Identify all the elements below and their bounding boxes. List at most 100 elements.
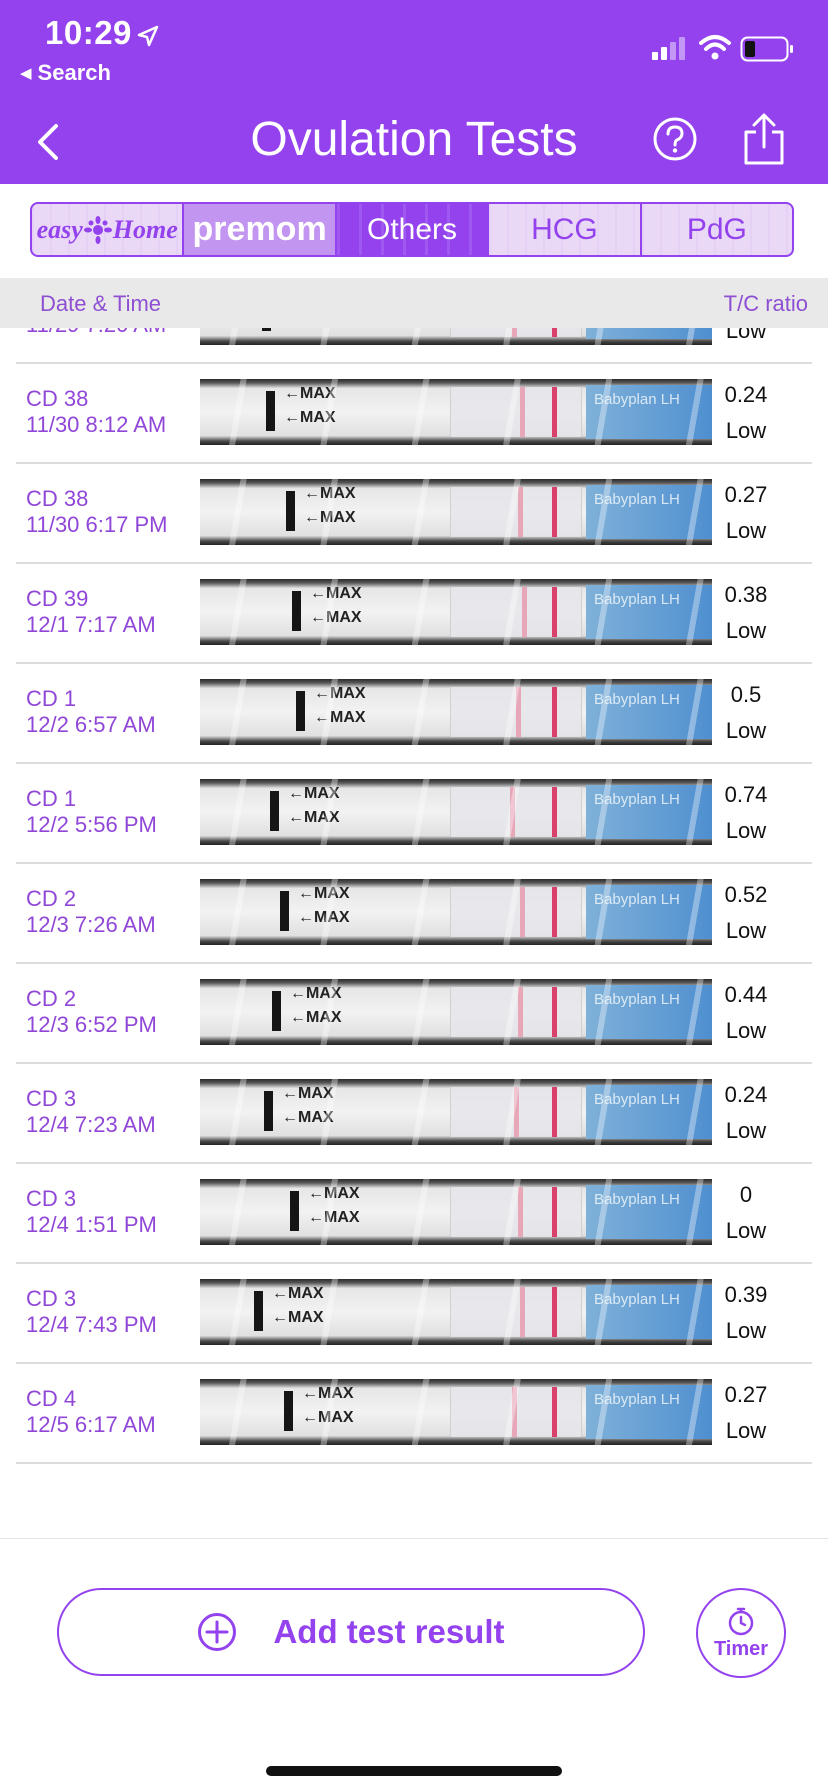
test-strip-photo[interactable]: ←MAX←MAXBabyplan LH [200,1179,712,1245]
strip-control-line [552,328,557,337]
strip-glare [200,779,712,845]
strip-handle: Babyplan LH [586,485,712,539]
help-icon[interactable] [652,116,698,162]
test-datetime: 12/1 7:17 AM [26,612,156,637]
test-datetime: 12/5 6:17 AM [26,1412,156,1437]
test-strip-photo[interactable]: ←MAX←MAXBabyplan LH [200,679,712,745]
strip-handle: Babyplan LH [586,785,712,839]
test-strip-photo[interactable]: ←MAX←MAXBabyplan LH [200,1079,712,1145]
strip-handle: Babyplan LH [586,685,712,739]
test-strip-photo[interactable]: ←MAX←MAXBabyplan LH [200,979,712,1045]
test-results-list[interactable]: CD 3711/29 7:20 AM←MAX←MAXBabyplan LHLow… [0,328,828,1486]
strip-result-window [450,787,582,837]
lh-level: Low [725,818,767,843]
strip-handle: Babyplan LH [586,985,712,1039]
strip-glare [200,1379,712,1445]
test-strip-photo[interactable]: ←MAX←MAXBabyplan LH [200,379,712,445]
strip-control-line [552,1287,557,1337]
strip-result-window [450,587,582,637]
tc-ratio-value: 0.27 [724,1382,768,1407]
back-chevron-icon[interactable] [30,118,70,166]
strip-control-line [552,1387,557,1437]
wifi-icon [699,35,731,60]
strip-test-line [522,587,527,637]
strip-max-label: ←MAX [302,1385,354,1403]
strip-result-window [450,987,582,1037]
test-strip-photo[interactable]: ←MAX←MAXBabyplan LH [200,579,712,645]
lh-level: Low [725,1018,767,1043]
strip-max-mark [284,1391,293,1431]
list-item[interactable]: CD 412/5 6:17 AM ←MAX ←MAX Babyplan LH 0.27 L… [0,1364,828,1464]
list-item[interactable]: CD 112/2 5:56 PM ←MAX ←MAX Babyplan LH 0.74 L… [0,764,828,864]
list-item[interactable]: CD 112/2 6:57 AM ←MAX ←MAX Babyplan LH 0.5 Lo… [0,664,828,764]
tab-others[interactable]: Others [336,204,490,255]
strip-max-mark [296,691,305,731]
brand-tabs: easy Home premom Others HCG PdG [30,202,794,257]
test-datetime: 12/4 7:43 PM [26,1312,157,1337]
tc-ratio-value: 0.5 [730,682,762,707]
list-item[interactable]: CD 212/3 6:52 PM ←MAX ←MAX Babyplan LH 0.44 L… [0,964,828,1064]
strip-max-label: ←MAX [272,1309,324,1327]
tab-easy-at-home[interactable]: easy Home [32,204,185,255]
tab-pdg[interactable]: PdG [641,204,792,255]
strip-control-line [552,987,557,1037]
strip-max-label: ←MAX [284,385,336,403]
list-item[interactable]: CD 212/3 7:26 AM ←MAX ←MAX Babyplan LH 0.52 L… [0,864,828,964]
test-strip-photo[interactable]: ←MAX←MAXBabyplan LH [200,479,712,545]
lh-level: Low [725,1318,767,1343]
strip-glare [200,479,712,545]
strip-max-mark [286,491,295,531]
strip-max-label: ←MAX [298,909,350,927]
strip-max-mark [254,1291,263,1331]
lh-level: Low [725,618,767,643]
test-strip-photo[interactable]: ←MAX←MAXBabyplan LH [200,1379,712,1445]
test-strip-photo[interactable]: ←MAX←MAXBabyplan LH [200,779,712,845]
battery-icon [740,36,793,62]
add-test-result-button[interactable]: Add test result [57,1588,645,1676]
cycle-day: CD 2 [26,986,77,1011]
strip-max-mark [262,328,271,331]
tc-ratio-value: 0.74 [724,782,768,807]
timer-button[interactable]: Timer [696,1588,786,1678]
lh-level: Low [725,718,767,743]
table-column-header: Date & Time T/C ratio [0,278,828,328]
strip-test-line [516,687,521,737]
strip-max-mark [280,891,289,931]
share-icon[interactable] [740,112,788,166]
page-title: Ovulation Tests [250,113,578,166]
strip-glare [200,679,712,745]
tc-ratio-value: 0.39 [724,1282,768,1307]
strip-test-line [520,387,525,437]
back-to-search-link[interactable]: ◀ Search [20,60,111,86]
test-datetime: 11/30 6:17 PM [26,512,168,537]
list-item[interactable]: CD 312/4 7:23 AM ←MAX ←MAX Babyplan LH 0.24 L… [0,1064,828,1164]
test-strip-photo[interactable]: ←MAX←MAXBabyplan LH [200,879,712,945]
tab-hcg[interactable]: HCG [489,204,642,255]
strip-max-label: ←MAX [282,1109,334,1127]
strip-test-line [512,1387,517,1437]
list-item[interactable]: CD 312/4 1:51 PM ←MAX ←MAX Babyplan LH 0 Low [0,1164,828,1264]
tab-premom[interactable]: premom [184,204,337,255]
home-indicator [266,1766,562,1776]
list-item[interactable]: CD 3711/29 7:20 AM←MAX←MAXBabyplan LHLow [0,328,828,364]
column-tc-ratio: T/C ratio [723,291,808,316]
strip-test-line [518,487,523,537]
strip-result-window [450,1287,582,1337]
strip-control-line [552,487,557,537]
cycle-day: CD 39 [26,586,89,611]
strip-max-label: ←MAX [290,1009,342,1027]
lh-level: Low [725,418,767,443]
strip-max-label: ←MAX [314,709,366,727]
status-time: 10:29 [45,14,132,51]
test-datetime: 12/4 1:51 PM [26,1212,157,1237]
app-header: 10:29 ◀ Search Ovulation Tests [0,0,828,184]
test-datetime: 12/3 7:26 AM [26,912,156,937]
test-strip-photo[interactable]: ←MAX←MAXBabyplan LH [200,328,712,345]
strip-test-line [510,787,515,837]
list-item[interactable]: CD 312/4 7:43 PM ←MAX ←MAX Babyplan LH 0.39 L… [0,1264,828,1364]
strip-max-label: ←MAX [304,485,356,503]
test-strip-photo[interactable]: ←MAX←MAXBabyplan LH [200,1279,712,1345]
